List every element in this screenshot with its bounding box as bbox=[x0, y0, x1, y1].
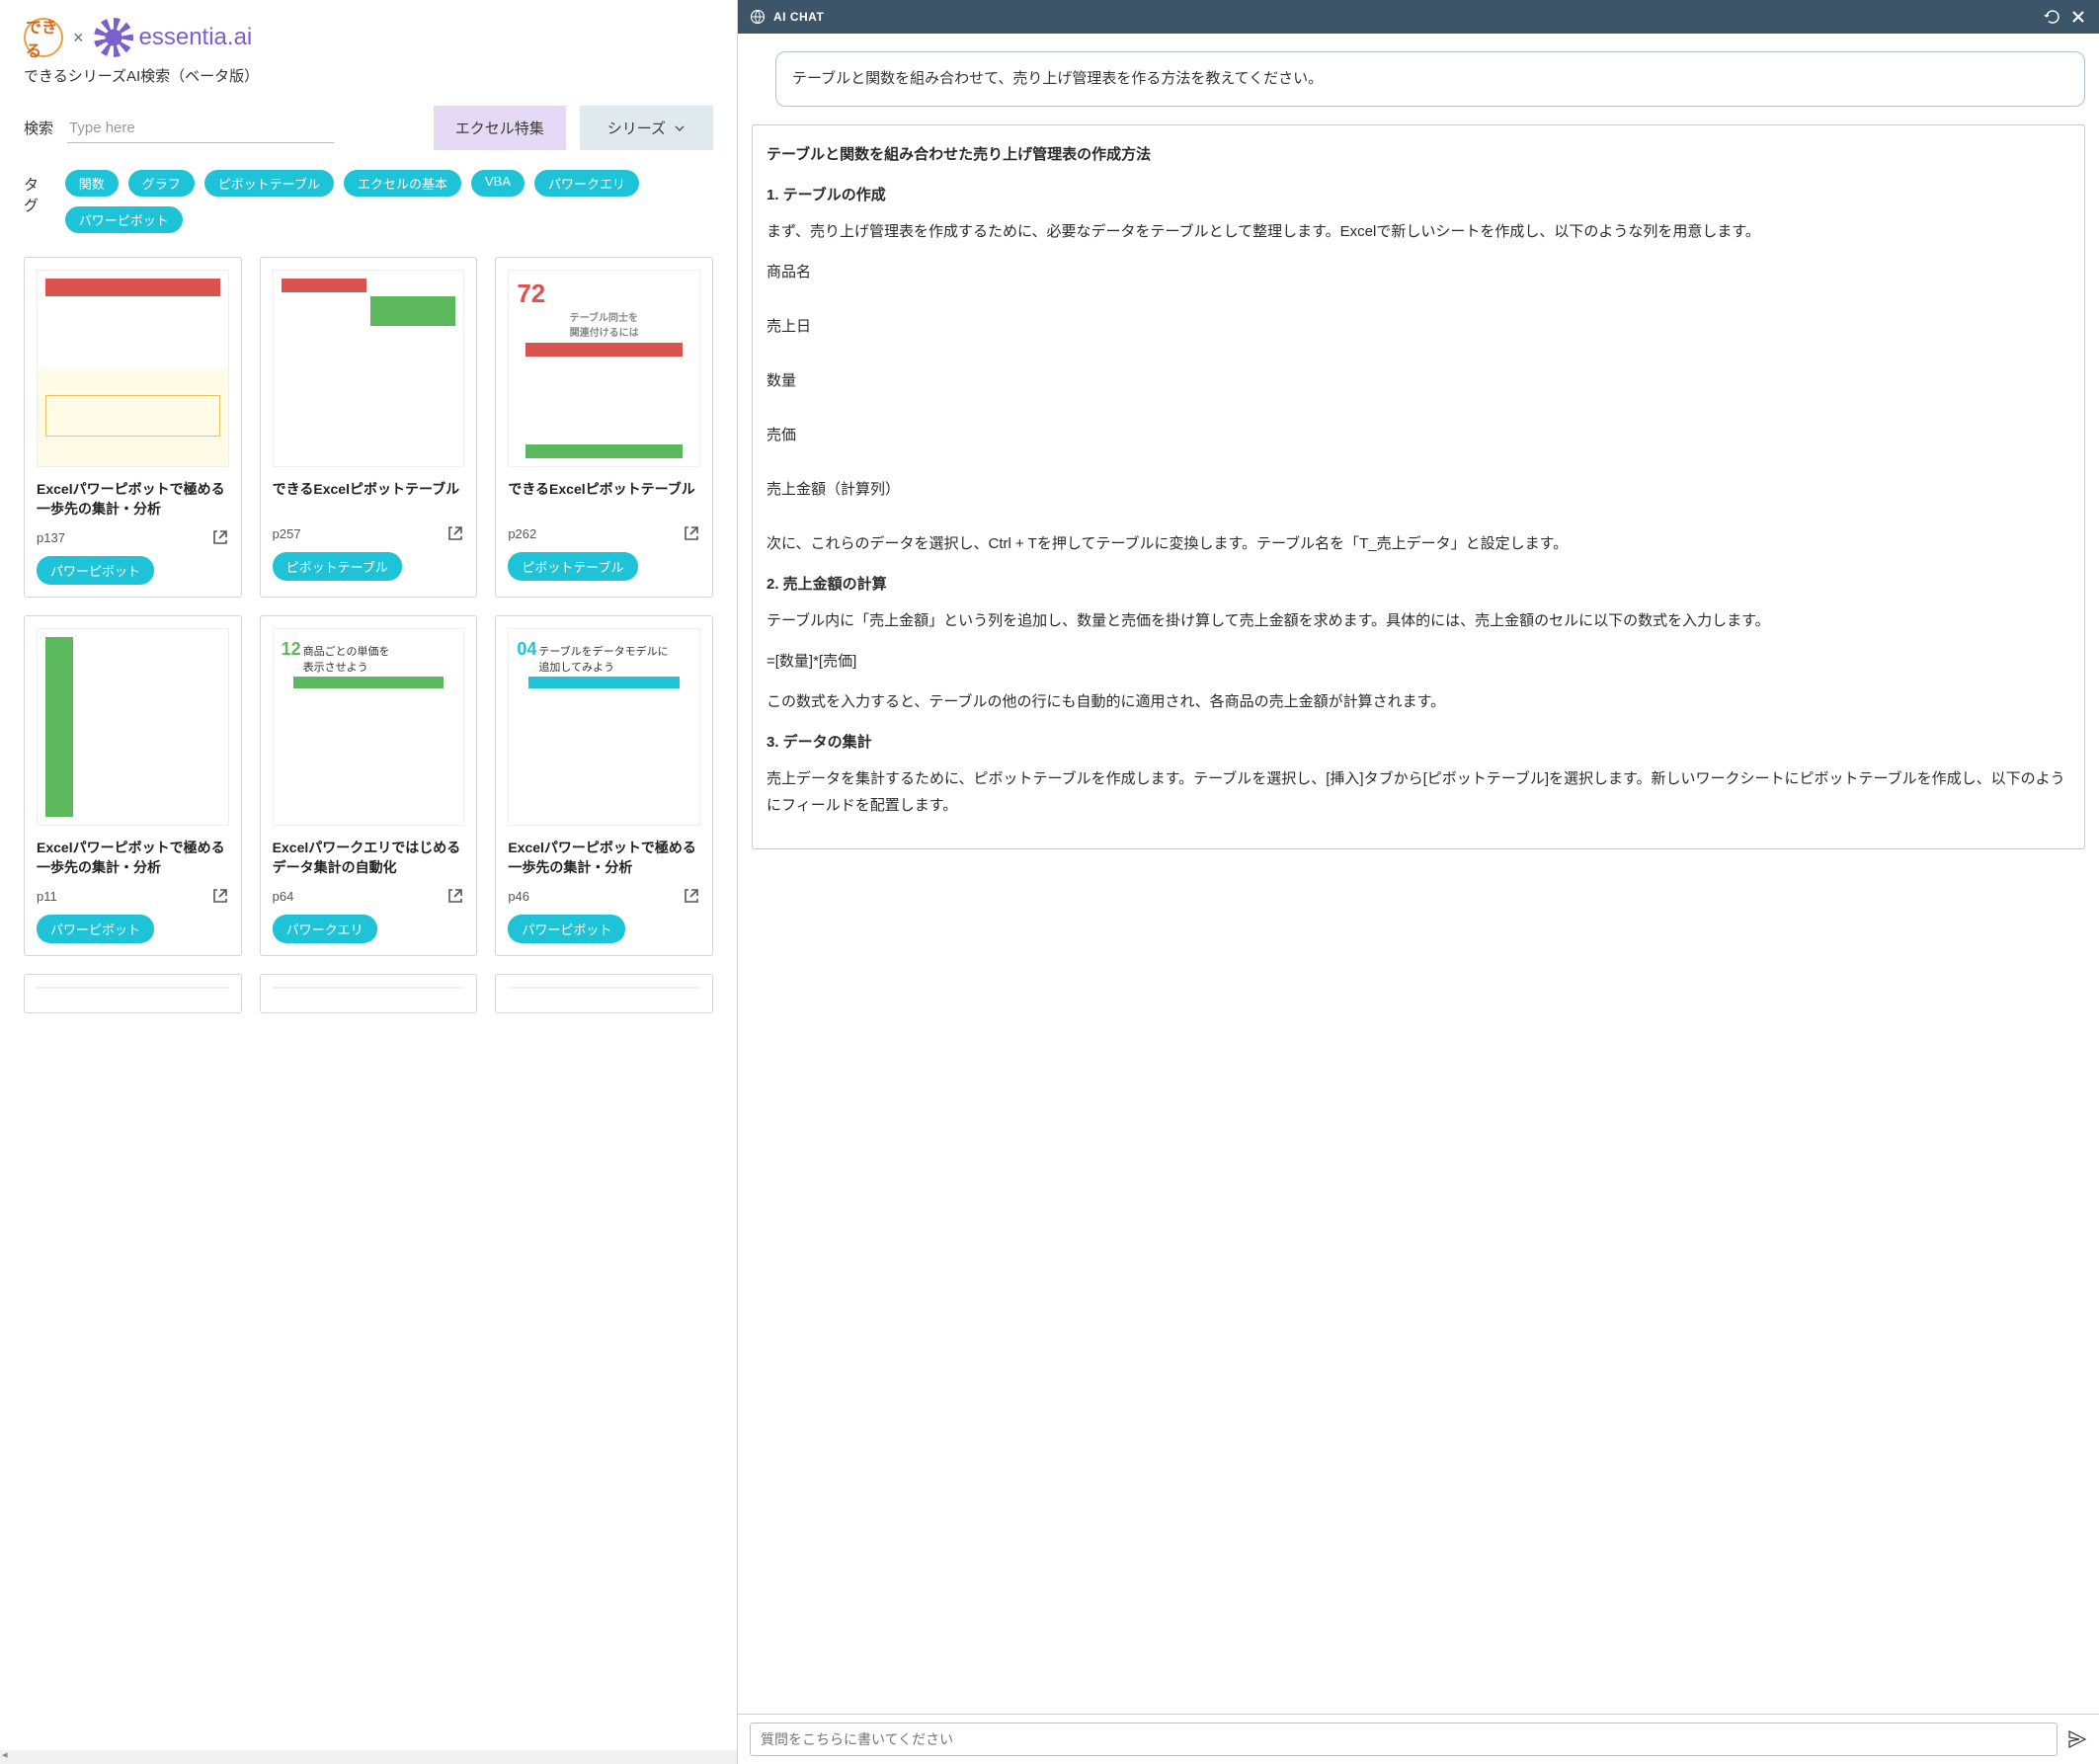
tag-chip[interactable]: 関数 bbox=[65, 170, 119, 197]
card-title: できるExcelピボットテーブル bbox=[508, 479, 700, 515]
logo-essentia: essentia.ai bbox=[94, 18, 253, 57]
card-page: p64 bbox=[273, 889, 294, 904]
result-card[interactable]: 72テーブル同士を関連付けるにはできるExcelピボットテーブル p262 ピボット… bbox=[495, 257, 713, 598]
card-tag[interactable]: パワーピボット bbox=[37, 556, 154, 585]
card-title: Excelパワークエリではじめるデータ集計の自動化 bbox=[273, 838, 465, 877]
cards-grid: Excelパワーピボットで極める一歩先の集計・分析 p137 パワーピボット できるE… bbox=[24, 257, 713, 1013]
card-title: Excelパワーピボットで極める一歩先の集計・分析 bbox=[37, 479, 229, 519]
essentia-text: essentia.ai bbox=[139, 24, 253, 51]
card-page: p257 bbox=[273, 526, 301, 541]
card-tag[interactable]: ピボットテーブル bbox=[273, 552, 402, 581]
tags-row: タグ 関数グラフピボットテーブルエクセルの基本 VBA パワークエリパワーピボット bbox=[24, 170, 713, 233]
card-thumbnail: 04テーブルをデータモデルに追加してみよう bbox=[508, 628, 700, 826]
tags-label: タグ bbox=[24, 170, 51, 215]
chat-header: AI CHAT bbox=[738, 0, 2099, 34]
card-title: Excelパワーピボットで極める一歩先の集計・分析 bbox=[37, 838, 229, 877]
card-thumbnail bbox=[273, 987, 465, 989]
card-page: p46 bbox=[508, 889, 529, 904]
external-link-icon[interactable] bbox=[683, 887, 700, 905]
chat-title: AI CHAT bbox=[773, 10, 824, 24]
search-row: 検索 エクセル特集 シリーズ bbox=[24, 106, 713, 150]
user-message: テーブルと関数を組み合わせて、売り上げ管理表を作る方法を教えてください。 bbox=[775, 51, 2085, 107]
tag-chip[interactable]: エクセルの基本 bbox=[344, 170, 461, 197]
chat-panel: AI CHAT テーブルと関数を組み合わせて、売り上げ管理表を作る方法を教えてく… bbox=[737, 0, 2099, 1764]
tags-list: 関数グラフピボットテーブルエクセルの基本 VBA パワークエリパワーピボット bbox=[65, 170, 713, 233]
result-card[interactable]: できるExcelピボットテーブル p257 ピボットテーブル bbox=[260, 257, 478, 598]
globe-icon bbox=[750, 9, 766, 25]
result-card[interactable] bbox=[260, 974, 478, 1013]
tag-chip[interactable]: VBA bbox=[471, 170, 525, 197]
chat-body: テーブルと関数を組み合わせて、売り上げ管理表を作る方法を教えてください。 テーブ… bbox=[738, 34, 2099, 1714]
tag-chip[interactable]: ピボットテーブル bbox=[204, 170, 334, 197]
card-title: できるExcelピボットテーブル bbox=[273, 479, 465, 515]
search-label: 検索 bbox=[24, 118, 53, 138]
card-tag[interactable]: パワークエリ bbox=[273, 915, 377, 943]
external-link-icon[interactable] bbox=[683, 524, 700, 542]
featured-button[interactable]: エクセル特集 bbox=[434, 106, 566, 150]
tag-chip[interactable]: パワークエリ bbox=[534, 170, 639, 197]
chat-input-row bbox=[738, 1714, 2099, 1764]
card-thumbnail bbox=[37, 270, 229, 467]
external-link-icon[interactable] bbox=[211, 528, 229, 546]
chat-input[interactable] bbox=[750, 1723, 2058, 1756]
external-link-icon[interactable] bbox=[446, 887, 464, 905]
send-icon[interactable] bbox=[2067, 1729, 2087, 1749]
logo-cross: × bbox=[73, 28, 84, 48]
result-card[interactable]: 04テーブルをデータモデルに追加してみよう Excelパワーピボットで極める一歩先… bbox=[495, 615, 713, 956]
refresh-icon[interactable] bbox=[2044, 8, 2061, 26]
page-subtitle: できるシリーズAI検索（ベータ版） bbox=[24, 65, 713, 86]
card-page: p11 bbox=[37, 889, 57, 904]
logo-row: できる × essentia.ai bbox=[24, 18, 713, 57]
card-thumbnail bbox=[37, 628, 229, 826]
main-panel: できる × essentia.ai できるシリーズAI検索（ベータ版） 検索 エ… bbox=[0, 0, 737, 1764]
card-thumbnail: 72テーブル同士を関連付けるには bbox=[508, 270, 700, 467]
logo-dekiru: できる bbox=[24, 18, 63, 57]
card-thumbnail bbox=[37, 987, 229, 989]
result-card[interactable]: Excelパワーピボットで極める一歩先の集計・分析 p11 パワーピボット bbox=[24, 615, 242, 956]
external-link-icon[interactable] bbox=[446, 524, 464, 542]
tag-chip[interactable]: パワーピボット bbox=[65, 206, 183, 233]
chevron-down-icon bbox=[674, 122, 686, 134]
series-label: シリーズ bbox=[607, 118, 666, 138]
result-card[interactable] bbox=[495, 974, 713, 1013]
card-tag[interactable]: ピボットテーブル bbox=[508, 552, 637, 581]
tag-chip[interactable]: グラフ bbox=[128, 170, 195, 197]
result-card[interactable]: Excelパワーピボットで極める一歩先の集計・分析 p137 パワーピボット bbox=[24, 257, 242, 598]
card-thumbnail: 12商品ごとの単価を表示させよう bbox=[273, 628, 465, 826]
result-card[interactable]: 12商品ごとの単価を表示させよう Excelパワークエリではじめるデータ集計の自動… bbox=[260, 615, 478, 956]
external-link-icon[interactable] bbox=[211, 887, 229, 905]
card-page: p262 bbox=[508, 526, 536, 541]
card-title: Excelパワーピボットで極める一歩先の集計・分析 bbox=[508, 838, 700, 877]
horizontal-scrollbar[interactable] bbox=[0, 1750, 737, 1764]
card-thumbnail bbox=[273, 270, 465, 467]
essentia-icon bbox=[94, 18, 133, 57]
search-input[interactable] bbox=[67, 114, 334, 143]
card-tag[interactable]: パワーピボット bbox=[37, 915, 154, 943]
series-dropdown[interactable]: シリーズ bbox=[580, 106, 713, 150]
close-icon[interactable] bbox=[2069, 8, 2087, 26]
card-tag[interactable]: パワーピボット bbox=[508, 915, 625, 943]
card-page: p137 bbox=[37, 530, 65, 545]
result-card[interactable] bbox=[24, 974, 242, 1013]
card-thumbnail bbox=[508, 987, 700, 989]
ai-message: テーブルと関数を組み合わせた売り上げ管理表の作成方法1. テーブルの作成まず、売… bbox=[752, 124, 2085, 849]
